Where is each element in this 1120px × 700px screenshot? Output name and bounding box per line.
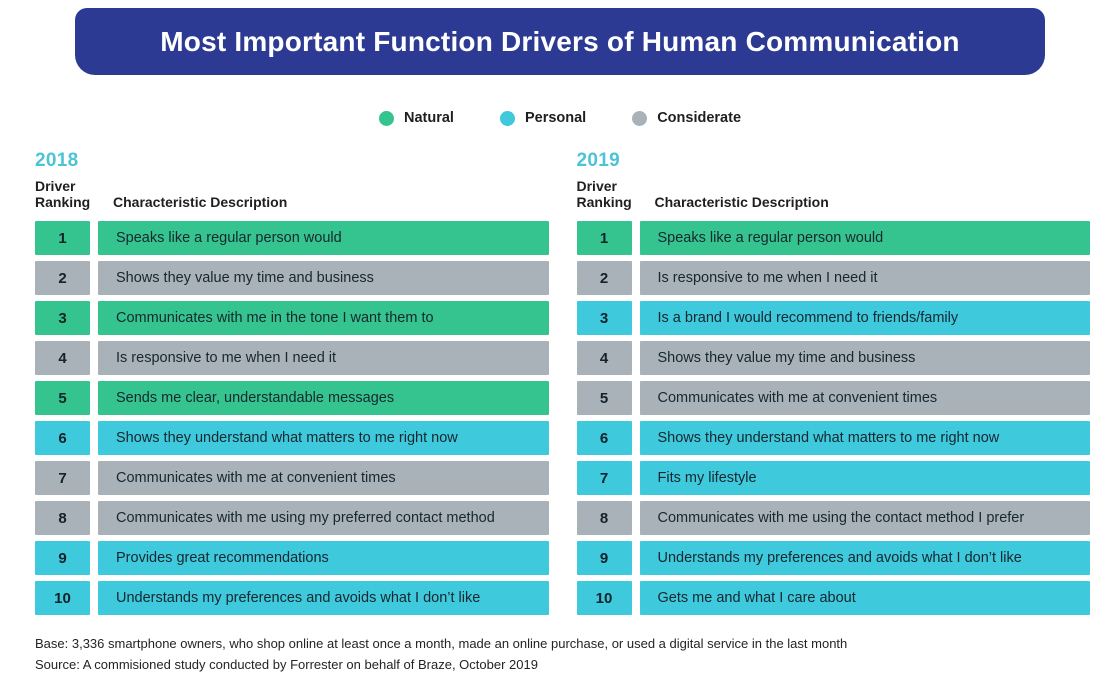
year-label-2018: 2018 bbox=[35, 150, 79, 171]
base-note: Base: 3,336 smartphone owners, who shop … bbox=[35, 636, 848, 651]
ranking-tables: 2018 Driver Ranking Characteristic Descr… bbox=[35, 150, 1091, 616]
column-headers-2019: Driver Ranking Characteristic Descriptio… bbox=[577, 178, 1091, 210]
driver-ranking-header: Driver Ranking bbox=[35, 178, 91, 211]
personal-dot-icon bbox=[499, 110, 515, 126]
table-row: 2 Is responsive to me when I need it bbox=[576, 261, 1090, 296]
description-cell: Shows they understand what matters to me… bbox=[98, 421, 549, 456]
description-cell: Fits my lifestyle bbox=[639, 461, 1090, 496]
table-2019: 2019 Driver Ranking Characteristic Descr… bbox=[576, 150, 1091, 616]
table-row: 8 Communicates with me using my preferred… bbox=[35, 501, 549, 536]
table-row: 5 Communicates with me at convenient time… bbox=[576, 381, 1090, 416]
description-cell: Is responsive to me when I need it bbox=[639, 261, 1090, 296]
table-row: 7 Communicates with me at convenient time… bbox=[35, 461, 549, 496]
characteristic-description-header: Characteristic Description bbox=[113, 194, 288, 211]
rank-cell: 5 bbox=[35, 381, 90, 416]
rank-cell: 7 bbox=[35, 461, 90, 496]
year-label-2019: 2019 bbox=[576, 150, 620, 171]
source-note: Source: A commisioned study conducted by… bbox=[35, 656, 538, 672]
legend-label-considerate: Considerate bbox=[657, 110, 742, 126]
considerate-dot-icon bbox=[632, 110, 648, 126]
description-cell: Communicates with me in the tone I want … bbox=[98, 301, 549, 336]
table-row: 2 Shows they value my time and business bbox=[35, 261, 549, 296]
description-cell: Speaks like a regular person would bbox=[639, 221, 1090, 256]
table-row: 3 Is a brand I would recommend to friends… bbox=[576, 301, 1090, 336]
table-row: 8 Communicates with me using the contact … bbox=[576, 501, 1090, 536]
table-row: 10 Understands my preferences and avoids … bbox=[35, 581, 549, 616]
rank-cell: 1 bbox=[576, 221, 632, 256]
rank-cell: 10 bbox=[35, 581, 90, 616]
rank-cell: 6 bbox=[576, 421, 632, 456]
natural-dot-icon bbox=[378, 110, 394, 126]
description-cell: Understands my preferences and avoids wh… bbox=[98, 581, 549, 616]
description-cell: Understands my preferences and avoids wh… bbox=[639, 541, 1090, 576]
rank-cell: 4 bbox=[35, 341, 90, 376]
driver-ranking-header: Driver Ranking bbox=[576, 178, 632, 211]
table-row: 6 Shows they understand what matters to m… bbox=[35, 421, 549, 456]
rank-cell: 10 bbox=[576, 581, 632, 616]
description-cell: Gets me and what I care about bbox=[639, 581, 1090, 616]
description-cell: Shows they value my time and business bbox=[98, 261, 549, 296]
rank-cell: 6 bbox=[35, 421, 90, 456]
description-cell: Shows they value my time and business bbox=[639, 341, 1090, 376]
description-cell: Is a brand I would recommend to friends/… bbox=[639, 301, 1090, 336]
rank-cell: 3 bbox=[35, 301, 90, 336]
description-cell: Shows they understand what matters to me… bbox=[639, 421, 1090, 456]
rows-2018: 1 Speaks like a regular person would 2 Show… bbox=[35, 221, 549, 616]
description-cell: Is responsive to me when I need it bbox=[98, 341, 549, 376]
rank-cell: 5 bbox=[576, 381, 632, 416]
legend-item-natural: Natural bbox=[378, 110, 454, 126]
table-row: 10 Gets me and what I care about bbox=[576, 581, 1090, 616]
table-row: 4 Is responsive to me when I need it bbox=[35, 341, 549, 376]
legend: Natural Personal Considerate bbox=[0, 110, 1120, 126]
rank-cell: 8 bbox=[35, 501, 90, 536]
rank-cell: 8 bbox=[576, 501, 632, 536]
description-cell: Communicates with me using my preferred … bbox=[98, 501, 549, 536]
table-row: 1 Speaks like a regular person would bbox=[576, 221, 1090, 256]
table-row: 6 Shows they understand what matters to m… bbox=[576, 421, 1090, 456]
table-2018: 2018 Driver Ranking Characteristic Descr… bbox=[35, 150, 549, 616]
table-row: 5 Sends me clear, understandable messages bbox=[35, 381, 549, 416]
table-row: 4 Shows they value my time and business bbox=[576, 341, 1090, 376]
description-cell: Provides great recommendations bbox=[98, 541, 549, 576]
title-banner: Most Important Function Drivers of Human… bbox=[75, 8, 1045, 75]
description-cell: Communicates with me at convenient times bbox=[98, 461, 549, 496]
characteristic-description-header: Characteristic Description bbox=[654, 194, 829, 211]
description-cell: Sends me clear, understandable messages bbox=[98, 381, 549, 416]
rows-2019: 1 Speaks like a regular person would 2 Is r… bbox=[576, 221, 1090, 616]
footnotes: Base: 3,336 smartphone owners, who shop … bbox=[35, 634, 1095, 676]
legend-label-natural: Natural bbox=[403, 110, 454, 126]
legend-item-considerate: Considerate bbox=[632, 110, 741, 126]
description-cell: Speaks like a regular person would bbox=[98, 221, 549, 256]
rank-cell: 4 bbox=[576, 341, 632, 376]
page-title: Most Important Function Drivers of Human… bbox=[160, 25, 960, 57]
table-row: 1 Speaks like a regular person would bbox=[35, 221, 549, 256]
column-headers-2018: Driver Ranking Characteristic Descriptio… bbox=[35, 178, 549, 210]
rank-cell: 3 bbox=[576, 301, 632, 336]
table-row: 9 Understands my preferences and avoids w… bbox=[576, 541, 1090, 576]
rank-cell: 7 bbox=[576, 461, 632, 496]
legend-item-personal: Personal bbox=[499, 110, 587, 126]
table-row: 3 Communicates with me in the tone I want… bbox=[35, 301, 549, 336]
rank-cell: 9 bbox=[576, 541, 632, 576]
legend-label-personal: Personal bbox=[524, 110, 587, 126]
table-row: 7 Fits my lifestyle bbox=[576, 461, 1090, 496]
table-row: 9 Provides great recommendations bbox=[35, 541, 549, 576]
description-cell: Communicates with me using the contact m… bbox=[639, 501, 1090, 536]
rank-cell: 2 bbox=[576, 261, 632, 296]
description-cell: Communicates with me at convenient times bbox=[639, 381, 1090, 416]
rank-cell: 1 bbox=[35, 221, 90, 256]
rank-cell: 2 bbox=[35, 261, 90, 296]
rank-cell: 9 bbox=[35, 541, 90, 576]
